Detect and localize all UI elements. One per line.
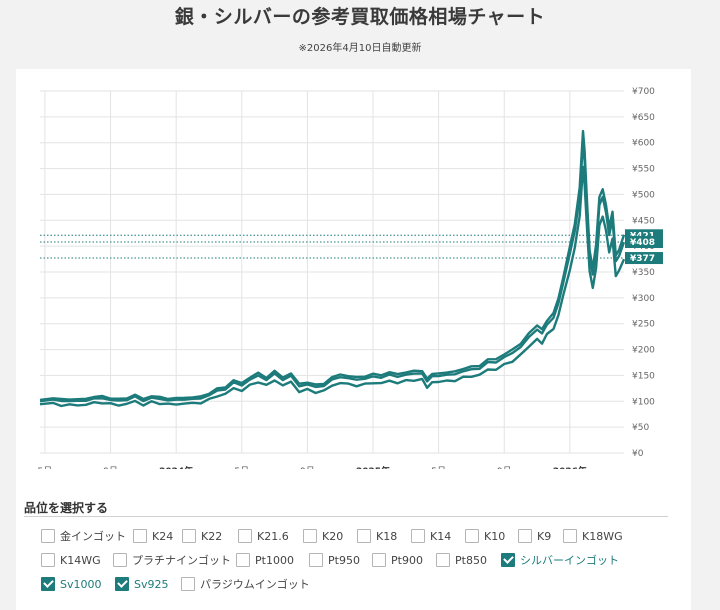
grade-option-label: Sv1000: [60, 577, 102, 591]
y-tick-label: ¥500: [632, 190, 655, 200]
checkbox-icon[interactable]: [465, 529, 479, 543]
grade-option-label: K24: [152, 529, 174, 543]
chart-card: ¥0¥50¥100¥150¥200¥250¥300¥350¥400¥450¥50…: [16, 69, 691, 610]
section-divider: [24, 516, 668, 517]
latest-value-label: ¥408: [630, 238, 655, 248]
series-line-sv1000: [39, 140, 626, 403]
y-tick-label: ¥0: [632, 449, 644, 459]
checkbox-icon[interactable]: [436, 553, 450, 567]
grade-option[interactable]: Pt950: [309, 551, 360, 569]
checkbox-icon[interactable]: [518, 529, 532, 543]
grade-option[interactable]: K20: [303, 527, 343, 545]
y-tick-label: ¥350: [632, 268, 655, 278]
grade-option[interactable]: K10: [465, 527, 505, 545]
x-tick-label: 5月: [234, 466, 249, 469]
checkbox-icon[interactable]: [372, 553, 386, 567]
checkbox-checked-icon[interactable]: [501, 553, 515, 567]
grade-option-label: Sv925: [134, 577, 169, 591]
checkbox-checked-icon[interactable]: [41, 577, 55, 591]
checkbox-checked-icon[interactable]: [115, 577, 129, 591]
grade-option[interactable]: Pt900: [372, 551, 423, 569]
grade-option[interactable]: K9: [518, 527, 551, 545]
latest-value-badge: [625, 252, 663, 265]
grade-option[interactable]: K21.6: [238, 527, 289, 545]
grade-option[interactable]: K22: [182, 527, 222, 545]
checkbox-icon[interactable]: [41, 529, 55, 543]
y-tick-label: ¥100: [632, 397, 655, 407]
y-tick-label: ¥700: [632, 87, 655, 97]
y-tick-label: ¥300: [632, 294, 655, 304]
grade-option[interactable]: Sv1000: [41, 575, 102, 593]
grade-option-label: Pt850: [455, 553, 487, 567]
checkbox-icon[interactable]: [303, 529, 317, 543]
grade-option-label: パラジウムインゴット: [200, 578, 310, 591]
checkbox-icon[interactable]: [411, 529, 425, 543]
grade-selector-title: 品位を選択する: [24, 501, 109, 515]
grade-option-label: Pt1000: [255, 553, 294, 567]
grade-option[interactable]: K18WG: [563, 527, 623, 545]
grade-option-label: K18WG: [582, 529, 623, 543]
grade-option[interactable]: K24: [133, 527, 173, 545]
latest-value-label: ¥377: [630, 254, 655, 264]
grade-option-label: K9: [537, 529, 552, 543]
grade-option[interactable]: K14: [411, 527, 451, 545]
grade-option-label: 金インゴット: [60, 530, 126, 543]
x-tick-label: 2026年: [553, 465, 587, 469]
grade-option-label: K10: [484, 529, 506, 543]
y-tick-label: ¥50: [632, 423, 649, 433]
price-chart[interactable]: ¥0¥50¥100¥150¥200¥250¥300¥350¥400¥450¥50…: [16, 69, 691, 469]
x-tick-label: 2025年: [356, 465, 390, 469]
checkbox-icon[interactable]: [309, 553, 323, 567]
grade-option[interactable]: Sv925: [115, 575, 169, 593]
y-tick-label: ¥550: [632, 165, 655, 175]
grade-option[interactable]: 金インゴット: [41, 527, 126, 545]
x-tick-label: 9月: [497, 466, 512, 469]
grade-option-label: プラチナインゴット: [132, 554, 231, 567]
x-tick-label: 5月: [38, 466, 53, 469]
grade-option-label: K20: [322, 529, 344, 543]
grade-option-label: Pt900: [391, 553, 423, 567]
grade-option-label: K18: [376, 529, 398, 543]
series-line-sv925: [39, 165, 626, 408]
checkbox-icon[interactable]: [236, 553, 250, 567]
grade-option[interactable]: Pt850: [436, 551, 487, 569]
page-title: 銀・シルバーの参考買取価格相場チャート: [174, 6, 546, 28]
checkbox-icon[interactable]: [41, 553, 55, 567]
grade-option[interactable]: K18: [357, 527, 397, 545]
checkbox-icon[interactable]: [357, 529, 371, 543]
grade-option-label: K22: [201, 529, 223, 543]
update-note: ※2026年4月10日自動更新: [298, 43, 422, 54]
grade-option[interactable]: Pt1000: [236, 551, 294, 569]
y-tick-label: ¥200: [632, 346, 655, 356]
checkbox-icon[interactable]: [563, 529, 577, 543]
checkbox-icon[interactable]: [113, 553, 127, 567]
grade-option[interactable]: パラジウムインゴット: [181, 575, 310, 593]
y-tick-label: ¥150: [632, 371, 655, 381]
checkbox-icon[interactable]: [133, 529, 147, 543]
y-tick-label: ¥650: [632, 113, 655, 123]
checkbox-icon[interactable]: [182, 529, 196, 543]
grade-option-label: K14WG: [60, 553, 101, 567]
grade-option-label: シルバーインゴット: [520, 554, 619, 567]
grade-option-label: K21.6: [257, 529, 289, 543]
grade-option-label: K14: [430, 529, 452, 543]
y-tick-label: ¥250: [632, 320, 655, 330]
x-tick-label: 9月: [300, 466, 315, 469]
grade-option-label: Pt950: [328, 553, 360, 567]
grade-option[interactable]: シルバーインゴット: [501, 551, 619, 569]
x-tick-label: 2024年: [159, 465, 193, 469]
checkbox-icon[interactable]: [238, 529, 252, 543]
y-tick-label: ¥450: [632, 216, 655, 226]
grade-option[interactable]: プラチナインゴット: [113, 551, 231, 569]
x-tick-label: 5月: [431, 466, 446, 469]
series-line-silver-ingot: [39, 129, 626, 402]
y-tick-label: ¥600: [632, 139, 655, 149]
checkbox-icon[interactable]: [181, 577, 195, 591]
latest-value-badge: [625, 236, 663, 249]
grade-option[interactable]: K14WG: [41, 551, 101, 569]
x-tick-label: 9月: [103, 466, 118, 469]
